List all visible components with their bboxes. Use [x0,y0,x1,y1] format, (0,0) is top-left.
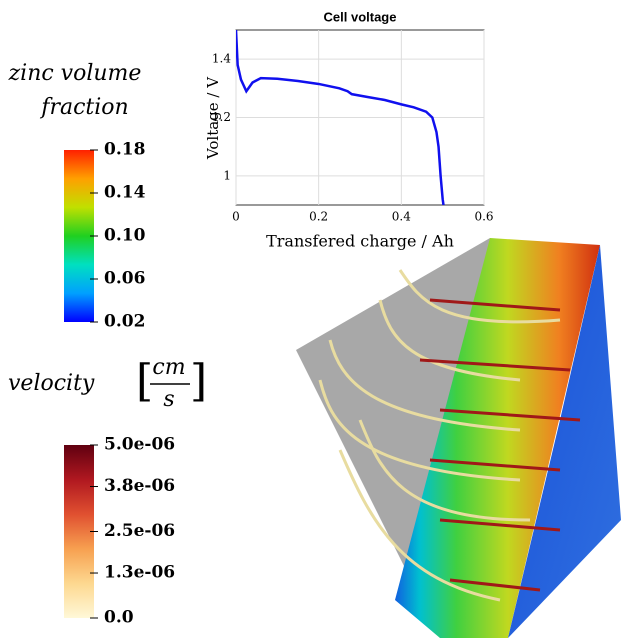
colorbar-tick-label: 0.10 [104,226,146,246]
bracket: ] [190,356,207,407]
x-tick-label: 0.6 [474,210,493,224]
zinc-face [395,238,600,638]
x-axis-label: Transfered charge / Ah [266,232,454,251]
chart-title: Cell voltage [324,9,397,24]
bracket: [ [136,356,153,407]
y-tick-label: 1 [223,168,231,182]
colorbar-tick-label: 5.0e-06 [104,435,175,455]
colorbar-tick-label: 0.18 [104,140,145,160]
colorbar-title: cm [152,355,185,380]
x-tick-label: 0 [232,210,240,224]
colorbar [64,445,94,618]
colorbar-title: fraction [39,95,128,120]
y-tick-label: 1.4 [212,52,231,66]
voltage-line [236,30,445,205]
render-3d [296,238,621,638]
colorbar-title: zinc volume [8,61,142,86]
x-tick-label: 0.4 [392,210,411,224]
y-axis-label: Voltage / V [204,76,222,160]
colorbar-tick-label: 0.02 [104,312,145,332]
blue-face [508,245,621,638]
colorbar-tick-label: 0.06 [104,269,145,289]
colorbar-tick-label: 3.8e-06 [104,476,175,496]
colorbar-title: velocity [8,371,95,396]
x-tick-label: 0.2 [309,210,328,224]
colorbar-tick-label: 0.0 [104,608,134,628]
colorbars: 0.18 0.14 0.10 0.06 0.02 zinc volume fraction 5… [8,61,208,628]
y-tick-label: 1.2 [212,110,231,124]
streamlines [318,269,561,602]
plot: 1 1.2 1.4 0 0.2 0.4 0.6 [212,30,494,224]
colorbar-title: s [163,387,174,412]
streamlines-fast [419,298,581,592]
colorbar [64,150,94,322]
colorbar-tick-label: 1.3e-06 [104,563,175,583]
colorbar-tick-label: 0.14 [104,183,146,203]
colorbar-tick-label: 2.5e-06 [104,521,175,541]
